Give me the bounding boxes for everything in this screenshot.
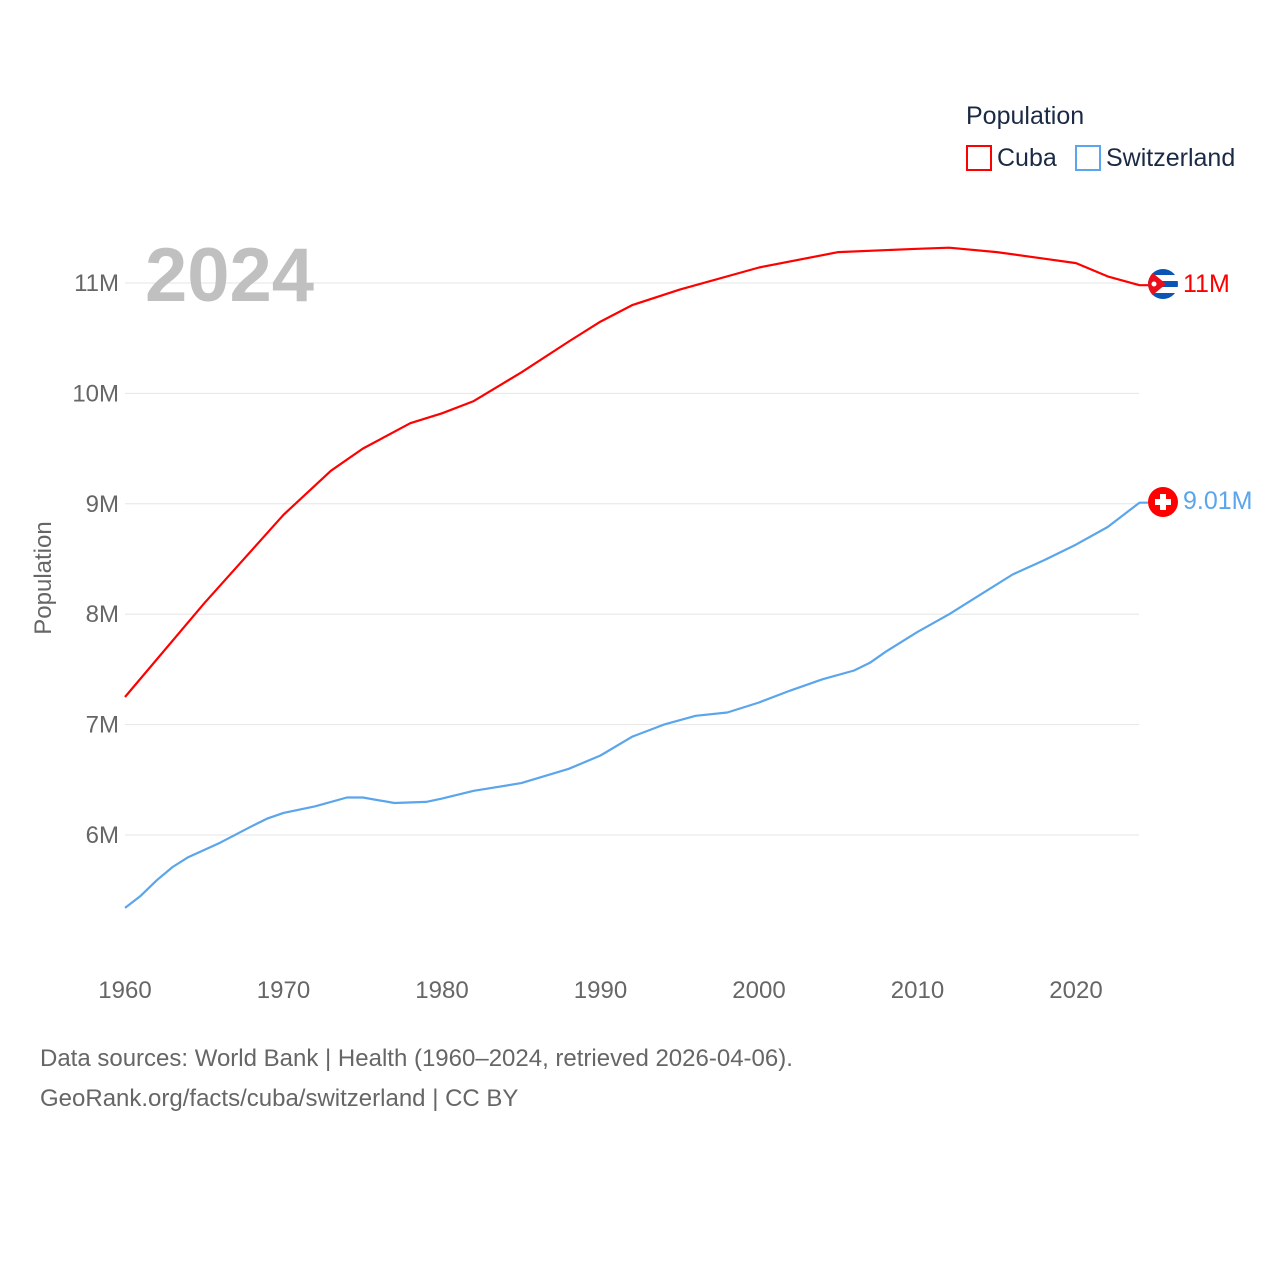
legend-label-switzerland[interactable]: Switzerland [1106, 144, 1235, 172]
y-tick-label: 11M [74, 270, 119, 297]
x-tick-label: 1980 [415, 977, 468, 1004]
series-line-switzerland[interactable] [124, 501, 1148, 909]
legend-label-cuba[interactable]: Cuba [997, 144, 1057, 172]
cuba-end-label: 11M [1183, 270, 1230, 298]
x-tick-label: 1970 [257, 977, 310, 1004]
legend-swatch-switzerland[interactable] [1075, 145, 1101, 171]
y-tick-label: 9M [86, 491, 119, 518]
x-tick-label: 2010 [891, 977, 944, 1004]
x-tick-label: 2020 [1049, 977, 1102, 1004]
y-tick-label: 10M [72, 380, 119, 407]
footer-attribution[interactable]: GeoRank.org/facts/cuba/switzerland | CC … [40, 1085, 519, 1112]
footer-sources: Data sources: World Bank | Health (1960–… [40, 1045, 793, 1072]
series-line-cuba[interactable] [124, 246, 1148, 698]
legend: Population Cuba Switzerland [966, 102, 1235, 172]
year-watermark: 2024 [145, 233, 314, 318]
legend-title: Population [966, 102, 1084, 130]
y-tick-label: 7M [86, 712, 119, 739]
legend-swatch-cuba[interactable] [966, 145, 992, 171]
y-axis-label: Population [30, 521, 57, 634]
y-tick-label: 6M [86, 822, 119, 849]
y-tick-label: 8M [86, 601, 119, 628]
x-tick-label: 1990 [574, 977, 627, 1004]
switzerland-flag-icon [1148, 487, 1178, 517]
cuba-flag-icon [1148, 269, 1178, 299]
x-tick-label: 1960 [98, 977, 151, 1004]
x-tick-label: 2000 [732, 977, 785, 1004]
switzerland-end-label: 9.01M [1183, 487, 1252, 515]
